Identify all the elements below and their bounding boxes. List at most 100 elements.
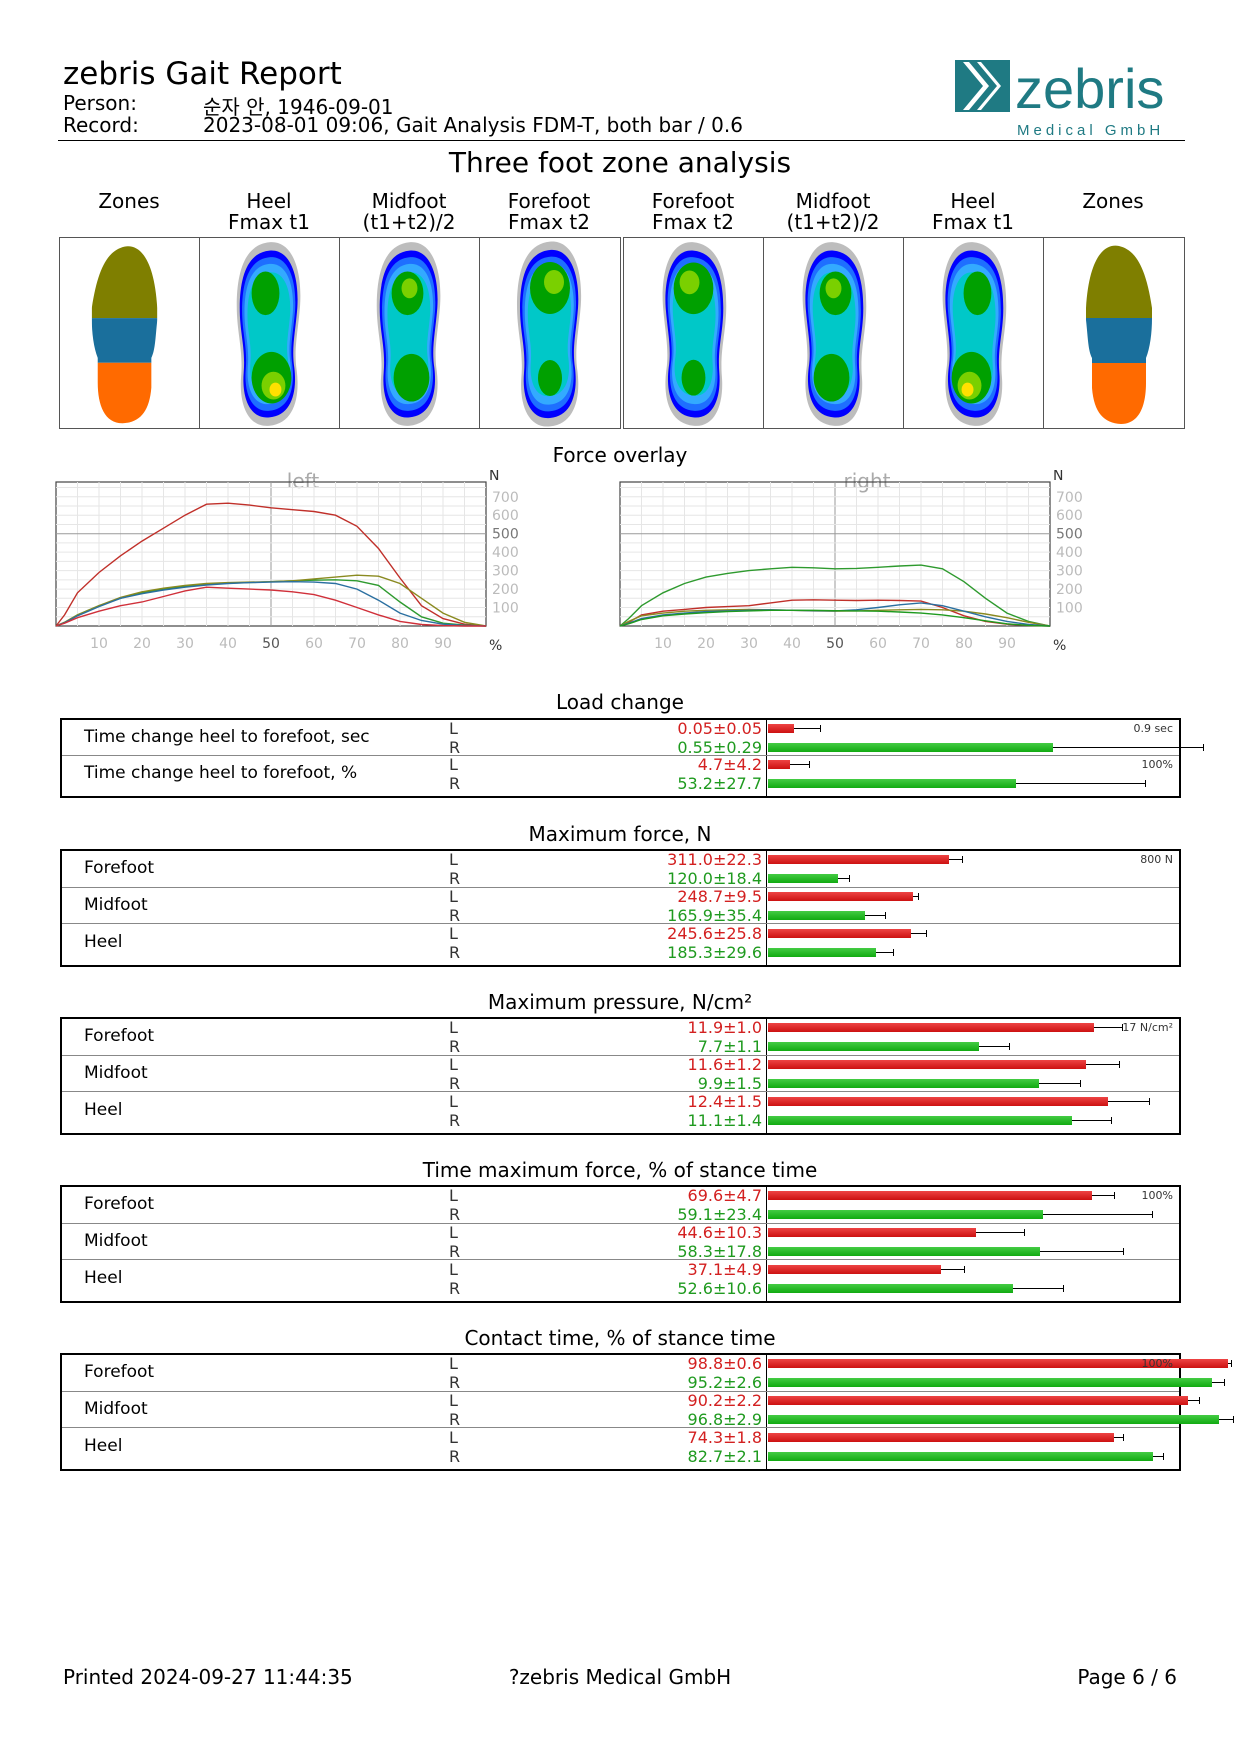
right-value: 120.0±18.4 — [667, 869, 762, 889]
side-label-right: R — [449, 905, 461, 925]
x-tick-label: 20 — [133, 636, 151, 652]
zebris-logo: zebris Medical GmbH — [955, 57, 1185, 139]
zone-analysis-title: Three foot zone analysis — [448, 146, 792, 179]
error-cap — [1163, 1452, 1165, 1460]
right-value: 0.55±0.29 — [677, 738, 762, 757]
y-tick-label: 100 — [1056, 601, 1083, 617]
right-bar — [768, 1378, 1212, 1388]
side-label-right: R — [449, 1446, 461, 1466]
zone-header-7: Zones — [1043, 191, 1183, 212]
x-tick-label: 50 — [826, 636, 844, 652]
zone-header-4: Forefoot Fmax t2 — [623, 191, 763, 233]
y-tick-label: 500 — [492, 527, 519, 543]
report-title: zebris Gait Report — [63, 56, 342, 92]
table-row: Midfoot L R — [62, 1223, 1179, 1261]
row-label: Midfoot — [84, 1062, 148, 1083]
left-value: 69.6±4.7 — [687, 1186, 762, 1206]
error-bar — [1039, 1251, 1123, 1252]
header-divider — [58, 140, 1185, 141]
left-bar — [768, 928, 912, 938]
right-value: 52.6±10.6 — [677, 1278, 762, 1298]
y-tick-label: 400 — [1056, 545, 1083, 561]
x-tick-label: 70 — [912, 636, 930, 652]
row-label: Forefoot — [84, 1194, 155, 1215]
zone-header-line1: Zones — [98, 189, 160, 213]
side-label-left: L — [449, 1055, 458, 1074]
x-tick-label: 50 — [262, 636, 280, 652]
y-tick-label: 700 — [1056, 490, 1083, 506]
x-tick-label: 40 — [783, 636, 801, 652]
right-bar — [768, 1451, 1154, 1461]
right-bar — [768, 1079, 1040, 1088]
side-label-left: L — [449, 1018, 458, 1038]
y-unit-label: N — [489, 470, 499, 484]
right-value: 7.7±1.1 — [697, 1037, 762, 1057]
error-cap — [1144, 780, 1146, 787]
y-tick-label: 400 — [492, 545, 519, 561]
table-row: Heel L R — [62, 1259, 1179, 1298]
left-bar — [768, 1432, 1115, 1442]
left-bar — [768, 1359, 1229, 1369]
series-line-0 — [619, 564, 1051, 627]
error-cap — [1202, 744, 1204, 751]
error-bar — [789, 764, 810, 765]
series-line-3 — [55, 580, 487, 627]
x-tick-label: 10 — [90, 636, 108, 652]
logo-subtitle: Medical GmbH — [1017, 122, 1164, 138]
side-label-left: L — [449, 1259, 458, 1279]
error-cap — [1122, 1433, 1124, 1441]
scale-label: 0.9 sec — [1133, 722, 1173, 735]
error-bar — [1114, 1436, 1123, 1438]
x-unit-label: % — [1053, 638, 1066, 654]
y-tick-label: 200 — [492, 582, 519, 598]
zone-header-line2: (t1+t2)/2 — [362, 210, 456, 234]
value-column: 69.6±4.7 59.1±23.4 44.6±10.3 58.3±17.8 37.1±… — [502, 1186, 767, 1301]
right-force-chart: 100 200 300 400 500 600 700 10 20 30 40 50 60 70 80 90 N… — [619, 470, 1083, 654]
side-label-right: R — [449, 1373, 461, 1393]
left-value: 11.6±1.2 — [687, 1055, 762, 1074]
x-tick-label: 40 — [219, 636, 237, 652]
left-value: 44.6±10.3 — [677, 1223, 762, 1242]
scale-label: 100% — [1141, 1189, 1173, 1202]
error-bar — [1072, 1119, 1111, 1121]
left-value: 0.05±0.05 — [677, 719, 762, 738]
table-row: Forefoot L R — [62, 1018, 1179, 1057]
error-bar — [1228, 1363, 1232, 1365]
table-row: Midfoot L R — [62, 887, 1179, 925]
max-force-table: 311.0±22.3 120.0±18.4 248.7±9.5 165.9±35.4 2… — [60, 849, 1181, 967]
zone-header-6: Heel Fmax t1 — [903, 191, 1043, 233]
row-label: Heel — [84, 931, 123, 952]
side-label-left: L — [449, 1091, 458, 1111]
zone-header-1: Heel Fmax t1 — [199, 191, 339, 233]
right-value: 9.9±1.5 — [697, 1074, 762, 1093]
error-bar — [979, 1046, 1010, 1048]
y-unit-label: N — [1053, 470, 1063, 484]
x-tick-label: 10 — [654, 636, 672, 652]
zone-header-line2: Fmax t1 — [931, 210, 1014, 234]
error-bar — [1092, 1195, 1115, 1197]
side-label-right: R — [449, 1037, 461, 1057]
left-bar — [768, 1396, 1189, 1405]
side-label-right: R — [449, 1241, 461, 1261]
table-row: Forefoot L R — [62, 1186, 1179, 1224]
left-value: 245.6±25.8 — [667, 923, 762, 943]
right-value: 11.1±1.4 — [687, 1110, 762, 1130]
left-bar — [768, 1023, 1095, 1033]
contact-time-title: Contact time, % of stance time — [464, 1326, 776, 1350]
time-max-force-table: 69.6±4.7 59.1±23.4 44.6±10.3 58.3±17.8 37.1±… — [60, 1185, 1181, 1303]
row-label: Heel — [84, 1099, 123, 1120]
zone-header-line2: Fmax t1 — [227, 210, 310, 234]
left-value: 90.2±2.2 — [687, 1391, 762, 1410]
max-force-title: Maximum force, N — [528, 822, 712, 846]
left-zones-cell — [60, 238, 200, 428]
right-bar — [768, 743, 1053, 752]
right-value: 185.3±29.6 — [667, 942, 762, 962]
side-label-right: R — [449, 869, 461, 889]
zone-header-line2: Fmax t2 — [651, 210, 734, 234]
error-bar — [1219, 1419, 1233, 1420]
error-bar — [912, 896, 919, 897]
side-label-right: R — [449, 1409, 461, 1429]
left-bar — [768, 892, 913, 901]
error-cap — [1152, 1211, 1154, 1219]
right-value: 95.2±2.6 — [687, 1373, 762, 1393]
